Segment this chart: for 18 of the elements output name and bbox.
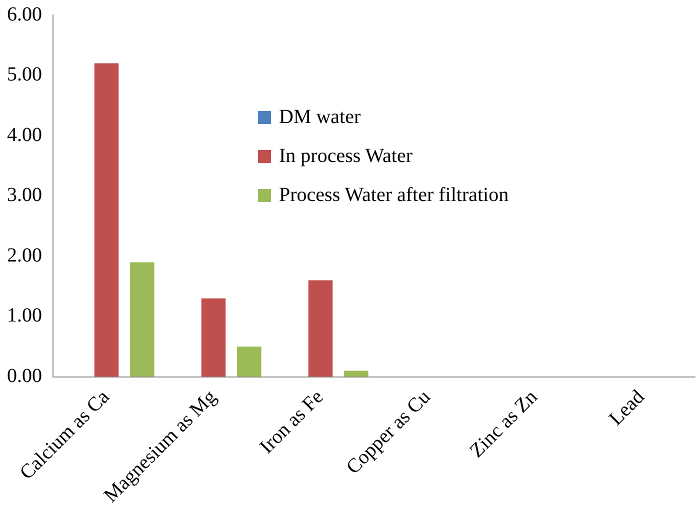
y-tick-label: 6.00 (7, 3, 42, 26)
legend-label: DM water (279, 106, 361, 129)
y-tick-label: 3.00 (7, 184, 42, 206)
y-tick-label: 0.00 (7, 365, 42, 388)
y-tick-label: 4.00 (7, 124, 42, 146)
bar (237, 346, 262, 377)
bar (94, 63, 119, 377)
bar (201, 298, 226, 377)
legend-label: Process Water after filtration (279, 184, 509, 207)
y-tick-label: 2.00 (7, 244, 42, 266)
bar (308, 280, 333, 377)
bar (344, 370, 368, 377)
y-tick-label: 1.00 (7, 304, 42, 327)
legend-label: In process Water (279, 145, 413, 168)
y-tick-label: 5.00 (7, 64, 42, 86)
bar (130, 262, 154, 377)
x-tick-label: Iron as Fe (256, 386, 328, 458)
x-tick-label: Zinc as Zn (466, 386, 542, 462)
